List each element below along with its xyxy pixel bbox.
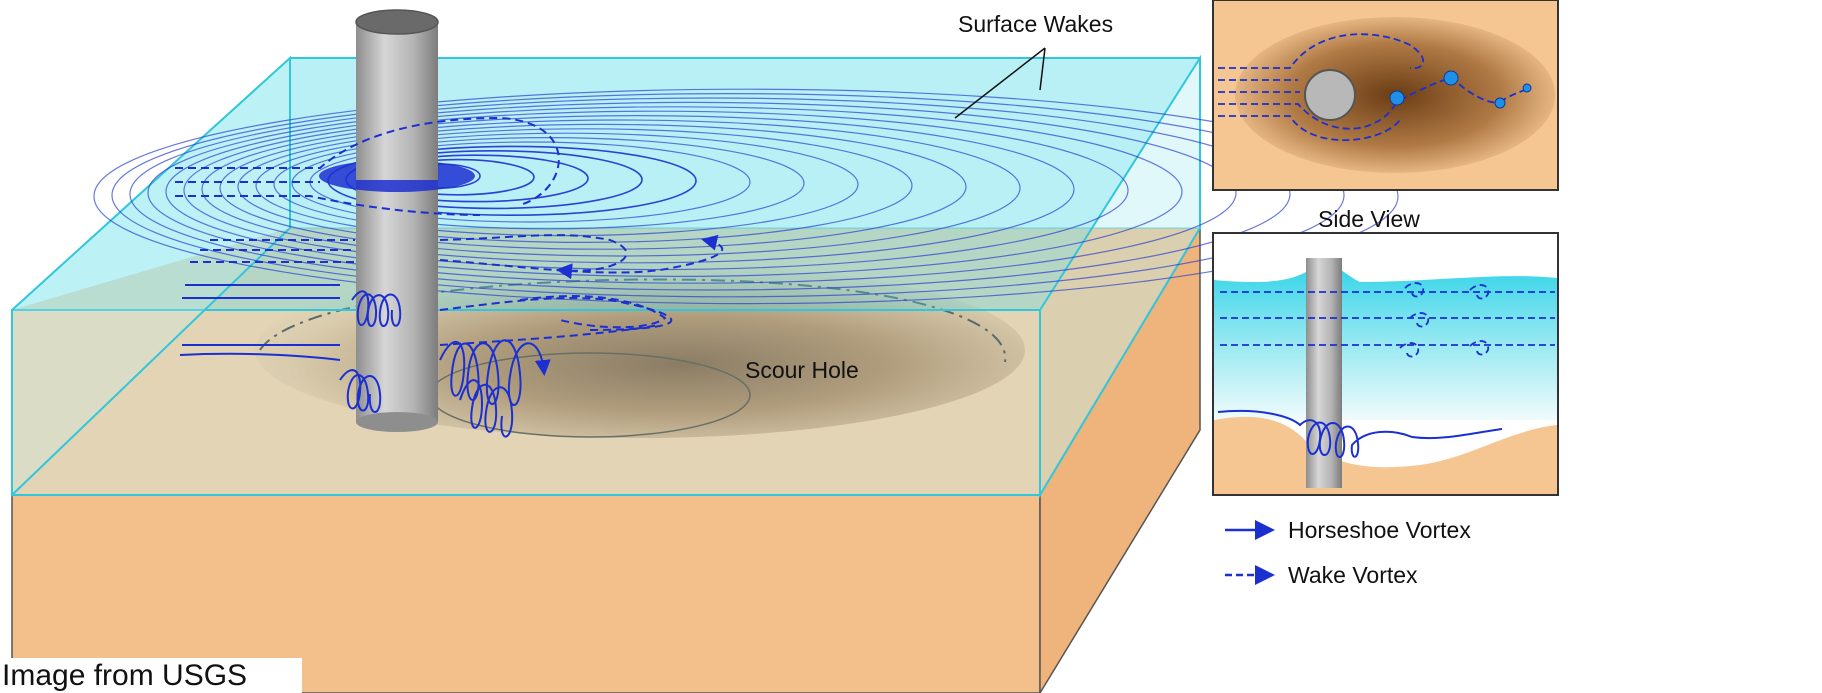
side-view-label: Side View	[1318, 206, 1420, 232]
side-view-panel: Side View	[1212, 206, 1559, 496]
surface-wakes-label: Surface Wakes	[958, 11, 1113, 37]
horseshoe-vortex-lines	[179, 284, 551, 438]
surface-wake-ring	[291, 137, 805, 230]
surface-wake-ring	[219, 119, 1021, 257]
surface-wake-ring	[147, 101, 1237, 284]
image-credit: Image from USGS	[0, 658, 302, 693]
scour-hole-label: Scour Hole	[745, 357, 859, 383]
legend: Horseshoe Vortex Wake Vortex	[1225, 517, 1471, 588]
surface-wake-ring	[201, 114, 1075, 264]
surface-wake-ring	[255, 128, 913, 244]
pier-top	[355, 9, 439, 35]
legend-horseshoe-vortex: Horseshoe Vortex	[1288, 517, 1471, 543]
surface-wake-ring	[273, 132, 859, 237]
surface-wake-ring	[129, 97, 1291, 291]
bridge-pier	[355, 9, 439, 432]
surface-wake-ring	[93, 88, 1399, 305]
surface-wake-ring	[165, 106, 1183, 278]
wake-vortex-lines	[175, 116, 724, 346]
top-view-pier	[1304, 69, 1356, 121]
surface-wake-ring	[237, 123, 967, 250]
top-view-panel	[1212, 0, 1559, 191]
legend-wake-vortex: Wake Vortex	[1288, 562, 1418, 588]
surface-wake-ring	[183, 110, 1129, 271]
main-block: Surface Wakes Scour Hole	[11, 9, 1399, 693]
surface-wake-ring	[111, 92, 1345, 298]
